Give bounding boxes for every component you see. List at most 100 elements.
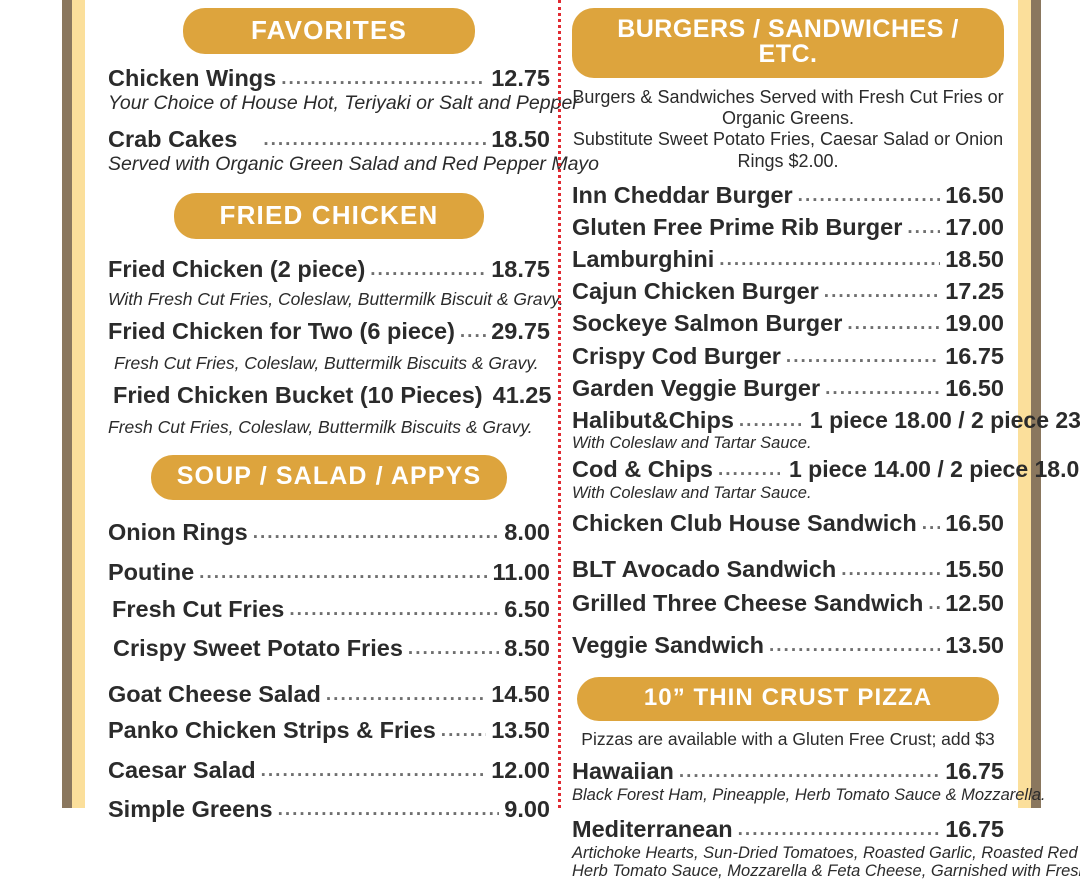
section-burgers-sandwiches: BURGERS / SANDWICHES / ETC. Burgers & Sa… — [572, 8, 1080, 659]
section-soup-salad-appys: SOUP / SALAD / APPYS Onion Rings 8.00 Po… — [108, 455, 550, 822]
menu-row[interactable]: Garden Veggie Burger 16.50 — [572, 374, 1004, 401]
menu-row[interactable]: Cod & Chips 1 piece 14.00 / 2 piece 18.0… — [572, 456, 1080, 483]
item-name: Grilled Three Cheese Sandwich — [572, 590, 924, 617]
item-name: Chicken Wings — [108, 65, 277, 91]
menu-row[interactable]: Veggie Sandwich 13.50 — [572, 633, 1004, 658]
dot-leader — [263, 130, 486, 150]
section-thin-crust-pizza: 10” THIN CRUST PIZZA Pizzas are availabl… — [572, 676, 1080, 881]
dot-leader — [326, 685, 486, 705]
menu-row[interactable]: Sockeye Salmon Burger 19.00 — [572, 311, 1004, 336]
item-name: Veggie Sandwich — [572, 632, 764, 659]
item-price: 15.50 — [945, 556, 1004, 583]
dot-leader — [786, 347, 940, 367]
item-price: 19.00 — [945, 310, 1004, 337]
dot-leader — [719, 250, 940, 270]
menu-row[interactable]: Fried Chicken Bucket (10 Pieces) 41.25 — [113, 383, 551, 408]
item-price: 16.75 — [945, 342, 1004, 369]
section-heading-fried-chicken: FRIED CHICKEN — [174, 192, 484, 239]
dot-leader — [281, 69, 486, 89]
frame-brown-stripe-right — [1031, 0, 1041, 808]
dot-leader — [739, 411, 801, 431]
item-price: 29.75 — [491, 317, 550, 344]
item-price: 12.75 — [491, 65, 550, 91]
item-price: 13.50 — [945, 632, 1004, 659]
item-price: 17.25 — [945, 278, 1004, 305]
item-price: 8.00 — [504, 519, 550, 546]
item-price: 9.00 — [504, 795, 550, 822]
dot-leader — [928, 594, 940, 614]
dot-leader — [824, 282, 940, 302]
frame-outer-right-margin — [1041, 0, 1080, 808]
item-price: 14.50 — [491, 680, 550, 707]
item-description: With Coleslaw and Tartar Sauce. — [572, 433, 812, 452]
item-price: 18.50 — [945, 246, 1004, 273]
item-name: Gluten Free Prime Rib Burger — [572, 214, 903, 241]
item-description: Black Forest Ham, Pineapple, Herb Tomato… — [572, 786, 1046, 805]
item-price: 6.50 — [504, 596, 550, 623]
top-cut-spacer-right — [572, 0, 1004, 8]
menu-row[interactable]: Panko Chicken Strips & Fries 13.50 — [108, 716, 550, 743]
menu-sheet: FAVORITES Chicken Wings 12.75 Your Choic… — [85, 0, 1080, 880]
frame-cream-stripe-right — [1018, 0, 1031, 808]
item-price: 16.75 — [945, 815, 1004, 842]
menu-row[interactable]: Inn Cheddar Burger 16.50 — [572, 183, 1004, 208]
menu-row[interactable]: BLT Avocado Sandwich 15.50 — [572, 557, 1004, 582]
menu-row[interactable]: Onion Rings 8.00 — [108, 520, 550, 545]
menu-row[interactable]: Goat Cheese Salad 14.50 — [108, 680, 550, 707]
frame-cream-stripe-left — [72, 0, 85, 808]
item-name: Simple Greens — [108, 795, 273, 822]
dot-leader — [199, 563, 487, 583]
section-note-line-1: Burgers & Sandwiches Served with Fresh C… — [572, 87, 1004, 129]
menu-row[interactable]: Fresh Cut Fries 6.50 — [112, 597, 550, 622]
section-heading-favorites: FAVORITES — [183, 8, 475, 54]
section-fried-chicken: FRIED CHICKEN Fried Chicken (2 piece) 18… — [108, 192, 564, 438]
menu-row[interactable]: Gluten Free Prime Rib Burger 17.00 — [572, 215, 1004, 240]
menu-row[interactable]: Mediterranean 16.75 — [572, 815, 1004, 842]
menu-row[interactable]: Crispy Cod Burger 16.75 — [572, 342, 1004, 369]
dot-leader — [278, 800, 500, 820]
section-heading-burgers: BURGERS / SANDWICHES / ETC. — [572, 8, 1004, 78]
menu-row[interactable]: Caesar Salad 12.00 — [108, 757, 550, 783]
menu-row[interactable]: Chicken Club House Sandwich 16.50 — [572, 511, 1004, 536]
item-name: Crispy Cod Burger — [572, 342, 781, 369]
menu-row[interactable]: Crab Cakes 18.50 — [108, 127, 550, 152]
dot-leader — [408, 639, 499, 659]
menu-row[interactable]: Fried Chicken for Two (6 piece) 29.75 — [108, 317, 550, 344]
dot-leader — [441, 721, 486, 741]
item-price: 17.00 — [945, 214, 1004, 241]
item-description: Fresh Cut Fries, Coleslaw, Buttermilk Bi… — [108, 417, 533, 438]
item-price: 13.50 — [491, 716, 550, 743]
section-note-line-2: Substitute Sweet Potato Fries, Caesar Sa… — [572, 129, 1004, 171]
item-name: Halibut&Chips — [572, 406, 734, 433]
dot-leader — [769, 636, 940, 656]
dot-leader — [907, 218, 940, 238]
section-heading-soup-salad-appys: SOUP / SALAD / APPYS — [150, 455, 508, 501]
right-column: BURGERS / SANDWICHES / ETC. Burgers & Sa… — [558, 0, 1080, 880]
item-price: 16.75 — [945, 758, 1004, 785]
item-price: 16.50 — [945, 510, 1004, 536]
item-name: Cod & Chips — [572, 456, 713, 483]
menu-page: FAVORITES Chicken Wings 12.75 Your Choic… — [0, 0, 1080, 808]
dot-leader — [370, 260, 486, 280]
item-name: Chicken Club House Sandwich — [572, 510, 917, 536]
menu-row[interactable]: Cajun Chicken Burger 17.25 — [572, 279, 1004, 304]
dot-leader — [718, 460, 780, 480]
menu-row[interactable]: Hawaiian 16.75 — [572, 759, 1004, 784]
menu-row[interactable]: Chicken Wings 12.75 — [108, 66, 550, 91]
item-description: Fresh Cut Fries, Coleslaw, Buttermilk Bi… — [114, 352, 539, 373]
menu-row[interactable]: Crispy Sweet Potato Fries 8.50 — [113, 636, 550, 661]
item-price: 16.50 — [945, 374, 1004, 401]
menu-row[interactable]: Grilled Three Cheese Sandwich 12.50 — [572, 591, 1004, 616]
menu-row[interactable]: Halibut&Chips 1 piece 18.00 / 2 piece 23… — [572, 406, 1080, 433]
item-price: 8.50 — [504, 635, 550, 662]
item-price: 12.50 — [945, 590, 1004, 617]
menu-row[interactable]: Lamburghini 18.50 — [572, 247, 1004, 272]
dot-leader — [825, 379, 940, 399]
column-divider-dotted — [558, 0, 561, 808]
item-price: 18.75 — [491, 255, 550, 282]
menu-row[interactable]: Poutine 11.00 — [108, 560, 550, 585]
item-name: Fried Chicken (2 piece) — [108, 255, 366, 282]
menu-row[interactable]: Simple Greens 9.00 — [108, 797, 550, 822]
menu-row[interactable]: Fried Chicken (2 piece) 18.75 — [108, 255, 550, 282]
left-column: FAVORITES Chicken Wings 12.75 Your Choic… — [85, 0, 599, 821]
